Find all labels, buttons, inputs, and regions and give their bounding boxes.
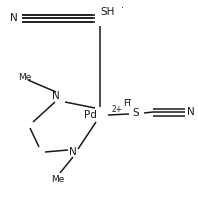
Text: SH: SH	[100, 7, 114, 17]
Text: N: N	[69, 147, 77, 157]
Text: ·: ·	[122, 3, 125, 13]
Text: Me: Me	[51, 176, 65, 184]
Text: 2+: 2+	[112, 104, 123, 113]
Text: Me: Me	[18, 73, 32, 83]
Text: H: H	[124, 99, 130, 107]
Text: S: S	[133, 108, 139, 118]
Text: N: N	[10, 13, 18, 23]
Text: Pd: Pd	[84, 110, 97, 120]
Text: −: −	[124, 95, 132, 105]
Text: N: N	[52, 91, 60, 101]
Text: N: N	[187, 107, 195, 117]
